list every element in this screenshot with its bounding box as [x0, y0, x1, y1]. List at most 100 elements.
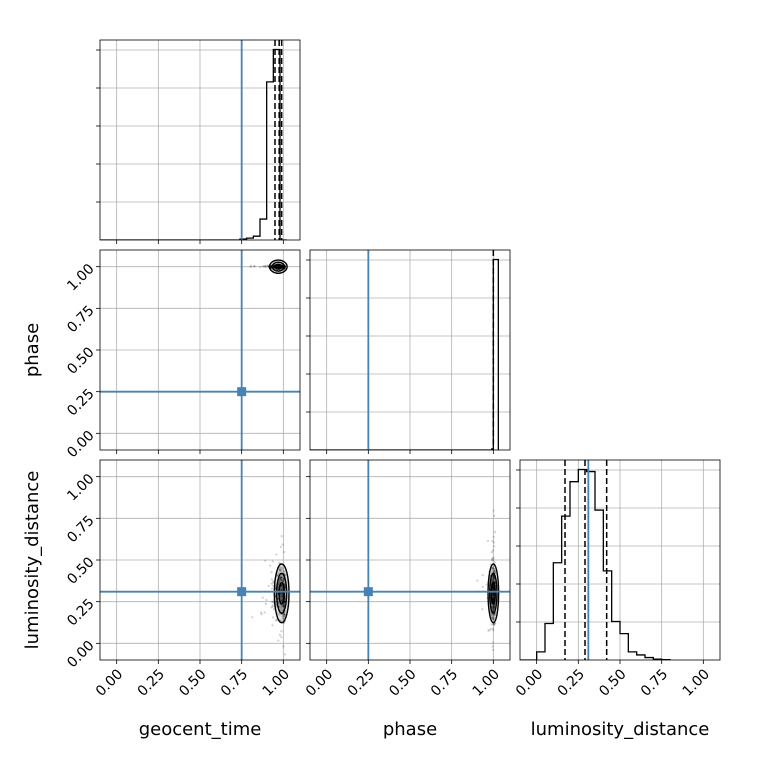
sample-point: [275, 265, 278, 268]
sample-point: [277, 265, 280, 268]
sample-point: [282, 606, 285, 609]
sample-point: [280, 576, 283, 580]
sample-point: [281, 265, 284, 268]
sample-point: [277, 264, 280, 267]
sample-point: [280, 584, 283, 587]
sample-point: [280, 576, 284, 579]
sample-point: [279, 570, 282, 573]
x-axis-label-luminosity_distance: luminosity_distance: [531, 719, 710, 740]
x-tick-label: 0.25: [555, 666, 588, 699]
truth-marker: [363, 587, 373, 597]
sample-point: [277, 265, 280, 268]
sample-point: [279, 576, 282, 579]
sample-point: [277, 266, 280, 269]
x-tick-label: 0.75: [638, 666, 671, 699]
sample-point: [265, 598, 268, 602]
y-tick-label: 1.00: [64, 471, 97, 504]
sample-point: [282, 579, 285, 582]
sample-point: [276, 265, 279, 268]
sample-point: [492, 576, 495, 579]
sample-point: [493, 606, 496, 609]
sample-point: [259, 265, 262, 269]
sample-point: [271, 605, 274, 608]
sample-point: [277, 265, 280, 268]
sample-point: [492, 604, 495, 608]
sample-point: [264, 559, 267, 562]
sample-point: [491, 566, 495, 569]
sample-point: [277, 265, 280, 269]
sample-point: [277, 264, 281, 268]
sample-point: [281, 577, 284, 580]
sample-point: [492, 607, 496, 610]
sample-point: [280, 599, 283, 602]
sample-point: [280, 575, 283, 578]
sample-point: [492, 593, 495, 596]
sample-point: [488, 629, 491, 632]
sample-point: [493, 605, 496, 608]
density-contour: [278, 581, 286, 605]
sample-point: [491, 539, 494, 543]
y-axis-label-phase: phase: [22, 323, 43, 377]
sample-point: [280, 630, 283, 633]
sample-point: [277, 265, 280, 268]
sample-point: [278, 613, 281, 616]
sample-point: [276, 265, 279, 269]
sample-point: [492, 509, 495, 512]
sample-point: [492, 609, 495, 612]
sample-point: [280, 584, 283, 587]
sample-point: [276, 265, 279, 268]
sample-point: [281, 593, 284, 596]
sample-point: [277, 265, 281, 268]
sample-point: [492, 617, 495, 620]
sample-point: [278, 265, 281, 268]
panel-luminosity_distance-vs-luminosity_distance: [520, 460, 720, 660]
sample-point: [279, 575, 282, 578]
sample-point: [280, 594, 283, 597]
sample-point: [278, 265, 282, 268]
sample-point: [492, 570, 495, 573]
sample-point: [279, 578, 282, 581]
sample-point: [278, 568, 281, 572]
sample-point: [491, 645, 494, 648]
sample-point: [278, 266, 281, 269]
sample-point: [275, 265, 279, 268]
sample-point: [492, 567, 495, 570]
sample-point: [267, 584, 270, 587]
sample-point: [492, 579, 496, 582]
sample-point: [492, 578, 495, 581]
sample-point: [272, 579, 275, 583]
sample-point: [491, 606, 494, 609]
sample-point: [272, 608, 276, 611]
x-tick-label: 0.75: [218, 666, 251, 699]
sample-point: [278, 265, 281, 268]
sample-point: [249, 264, 253, 267]
sample-point: [492, 586, 495, 589]
sample-point: [279, 566, 282, 570]
sample-point: [267, 264, 270, 267]
sample-point: [492, 578, 495, 581]
sample-point: [278, 266, 281, 269]
sample-point: [279, 589, 283, 592]
sample-point: [276, 265, 280, 268]
sample-point: [271, 604, 274, 607]
sample-point: [486, 539, 490, 543]
panel-luminosity_distance-vs-geocent_time: [100, 460, 300, 660]
sample-point: [279, 577, 282, 580]
sample-point: [493, 569, 496, 572]
sample-point: [277, 265, 280, 268]
sample-point: [491, 614, 494, 617]
y-tick-label: 0.25: [64, 596, 97, 629]
sample-point: [493, 577, 496, 580]
x-tick-label: 1.00: [470, 666, 503, 699]
y-tick-label: 0.50: [64, 344, 97, 377]
x-tick-label: 0.50: [596, 666, 629, 699]
sample-point: [490, 616, 494, 619]
sample-point: [491, 593, 494, 596]
sample-point: [279, 545, 282, 548]
sample-point: [282, 615, 286, 618]
sample-point: [490, 605, 494, 608]
sample-point: [492, 593, 495, 597]
sample-point: [280, 576, 283, 579]
sample-point: [280, 592, 283, 595]
sample-point: [278, 579, 281, 582]
